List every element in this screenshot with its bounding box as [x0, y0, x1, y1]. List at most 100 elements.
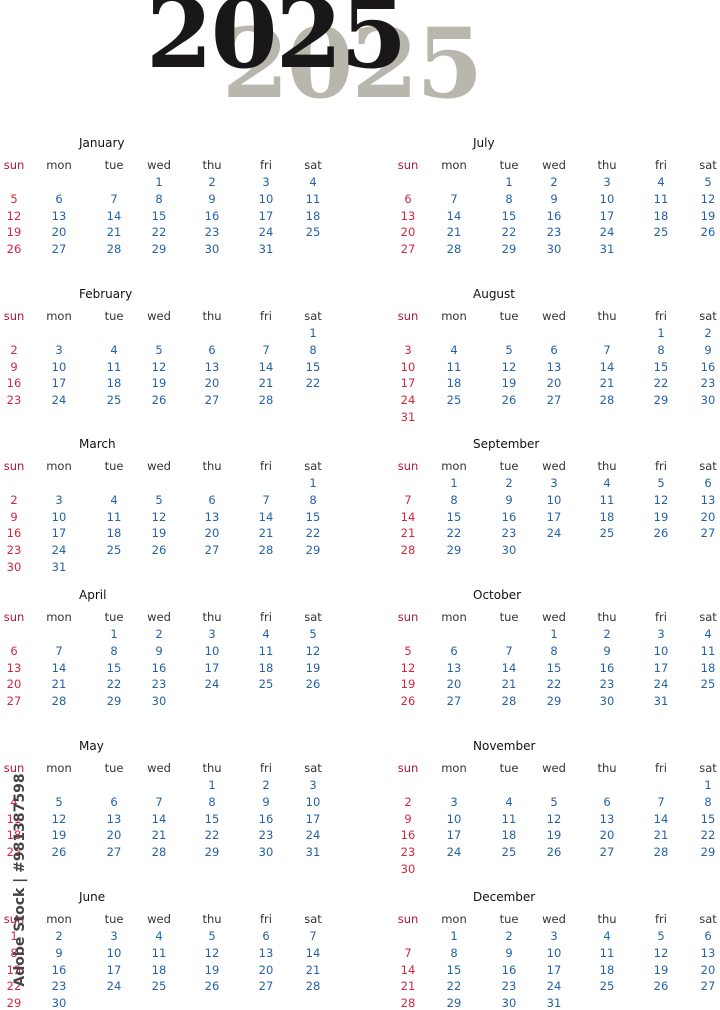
day-cell: 12: [6, 208, 22, 223]
day-cell: 6: [603, 794, 611, 809]
day-cell: 1: [208, 778, 216, 792]
day-cell: 3: [404, 342, 412, 357]
day-cell: 4: [704, 627, 712, 641]
day-cell: 25: [653, 225, 669, 240]
day-cell: 1: [704, 778, 712, 792]
day-cell: 23: [400, 845, 416, 860]
day-cell: 13: [446, 660, 462, 675]
day-cell: 6: [55, 191, 63, 206]
day-cell: 2: [603, 627, 611, 641]
day-cell: 20: [204, 376, 220, 391]
day-cell: 23: [546, 225, 562, 240]
day-cell: 25: [446, 393, 462, 408]
day-cell: 18: [501, 828, 517, 843]
day-cell: 20: [204, 526, 220, 541]
weekday-header-sat: sat: [699, 158, 717, 172]
day-cell: 22: [151, 225, 167, 240]
day-cell: 15: [446, 962, 462, 977]
day-cell: 15: [501, 208, 517, 223]
day-cell: 18: [6, 828, 22, 843]
day-cell: 30: [546, 242, 562, 257]
day-cell: 26: [51, 845, 67, 860]
day-cell: 19: [400, 677, 416, 692]
day-cell: 16: [6, 526, 22, 541]
day-cell: 28: [106, 242, 122, 257]
day-cell: 22: [501, 225, 517, 240]
weekday-header-sun: sun: [3, 912, 25, 926]
weekday-header-mon: mon: [46, 610, 72, 624]
day-cell: 3: [262, 175, 270, 189]
day-cell: 30: [700, 393, 716, 408]
day-cell: 7: [450, 191, 458, 206]
day-cell: 4: [657, 175, 665, 189]
day-cell: 1: [309, 326, 317, 340]
day-cell: 25: [106, 393, 122, 408]
day-cell: 6: [404, 191, 412, 206]
day-cell: 10: [653, 643, 669, 658]
weekday-header-tue: tue: [499, 158, 519, 172]
day-cell: 17: [51, 526, 67, 541]
weekday-header-thu: thu: [202, 459, 222, 473]
day-cell: 27: [546, 393, 562, 408]
day-cell: 23: [258, 828, 274, 843]
day-cell: 21: [258, 526, 274, 541]
day-cell: 17: [546, 962, 562, 977]
day-cell: 21: [400, 979, 416, 994]
day-cell: 31: [653, 694, 669, 709]
day-cell: 6: [10, 643, 18, 658]
day-cell: 12: [151, 509, 167, 524]
weekday-header-sat: sat: [699, 610, 717, 624]
day-cell: 5: [404, 643, 412, 658]
year-title-shadow: 2025: [222, 7, 483, 120]
day-cell: 4: [603, 929, 611, 943]
year-title: 2025: [146, 0, 407, 90]
day-cell: 2: [155, 627, 163, 641]
day-cell: 28: [51, 694, 67, 709]
month-title: May: [79, 739, 104, 753]
day-cell: 1: [450, 929, 458, 943]
weekday-header-mon: mon: [441, 309, 467, 323]
day-cell: 15: [700, 811, 716, 826]
day-cell: 26: [151, 543, 167, 558]
day-cell: 18: [599, 962, 615, 977]
day-cell: 11: [106, 509, 122, 524]
weekday-header-fri: fri: [260, 610, 272, 624]
day-cell: 10: [258, 191, 274, 206]
day-cell: 11: [653, 191, 669, 206]
day-cell: 8: [505, 191, 513, 206]
month-title: December: [473, 890, 536, 904]
weekday-header-wed: wed: [147, 610, 171, 624]
day-cell: 28: [599, 393, 615, 408]
weekday-header-sat: sat: [304, 761, 322, 775]
day-cell: 19: [653, 509, 669, 524]
weekday-header-wed: wed: [147, 309, 171, 323]
weekday-header-sun: sun: [3, 761, 25, 775]
weekday-header-tue: tue: [104, 459, 124, 473]
weekday-header-wed: wed: [542, 309, 566, 323]
day-cell: 11: [106, 359, 122, 374]
day-cell: 2: [10, 492, 18, 507]
day-cell: 20: [700, 509, 716, 524]
day-cell: 31: [546, 996, 562, 1010]
weekday-header-thu: thu: [597, 610, 617, 624]
day-cell: 22: [305, 376, 321, 391]
day-cell: 2: [404, 794, 412, 809]
weekday-header-fri: fri: [260, 158, 272, 172]
day-cell: 29: [446, 996, 462, 1010]
day-cell: 4: [155, 929, 163, 943]
day-cell: 29: [653, 393, 669, 408]
day-cell: 12: [204, 945, 220, 960]
day-cell: 13: [51, 208, 67, 223]
weekday-header-fri: fri: [655, 309, 667, 323]
weekday-header-thu: thu: [597, 309, 617, 323]
day-cell: 31: [258, 242, 274, 257]
day-cell: 2: [704, 326, 712, 340]
day-cell: 22: [446, 526, 462, 541]
day-cell: 14: [599, 359, 615, 374]
day-cell: 22: [653, 376, 669, 391]
day-cell: 19: [151, 376, 167, 391]
day-cell: 28: [258, 393, 274, 408]
day-cell: 8: [309, 342, 317, 357]
day-cell: 18: [106, 376, 122, 391]
day-cell: 17: [305, 811, 321, 826]
